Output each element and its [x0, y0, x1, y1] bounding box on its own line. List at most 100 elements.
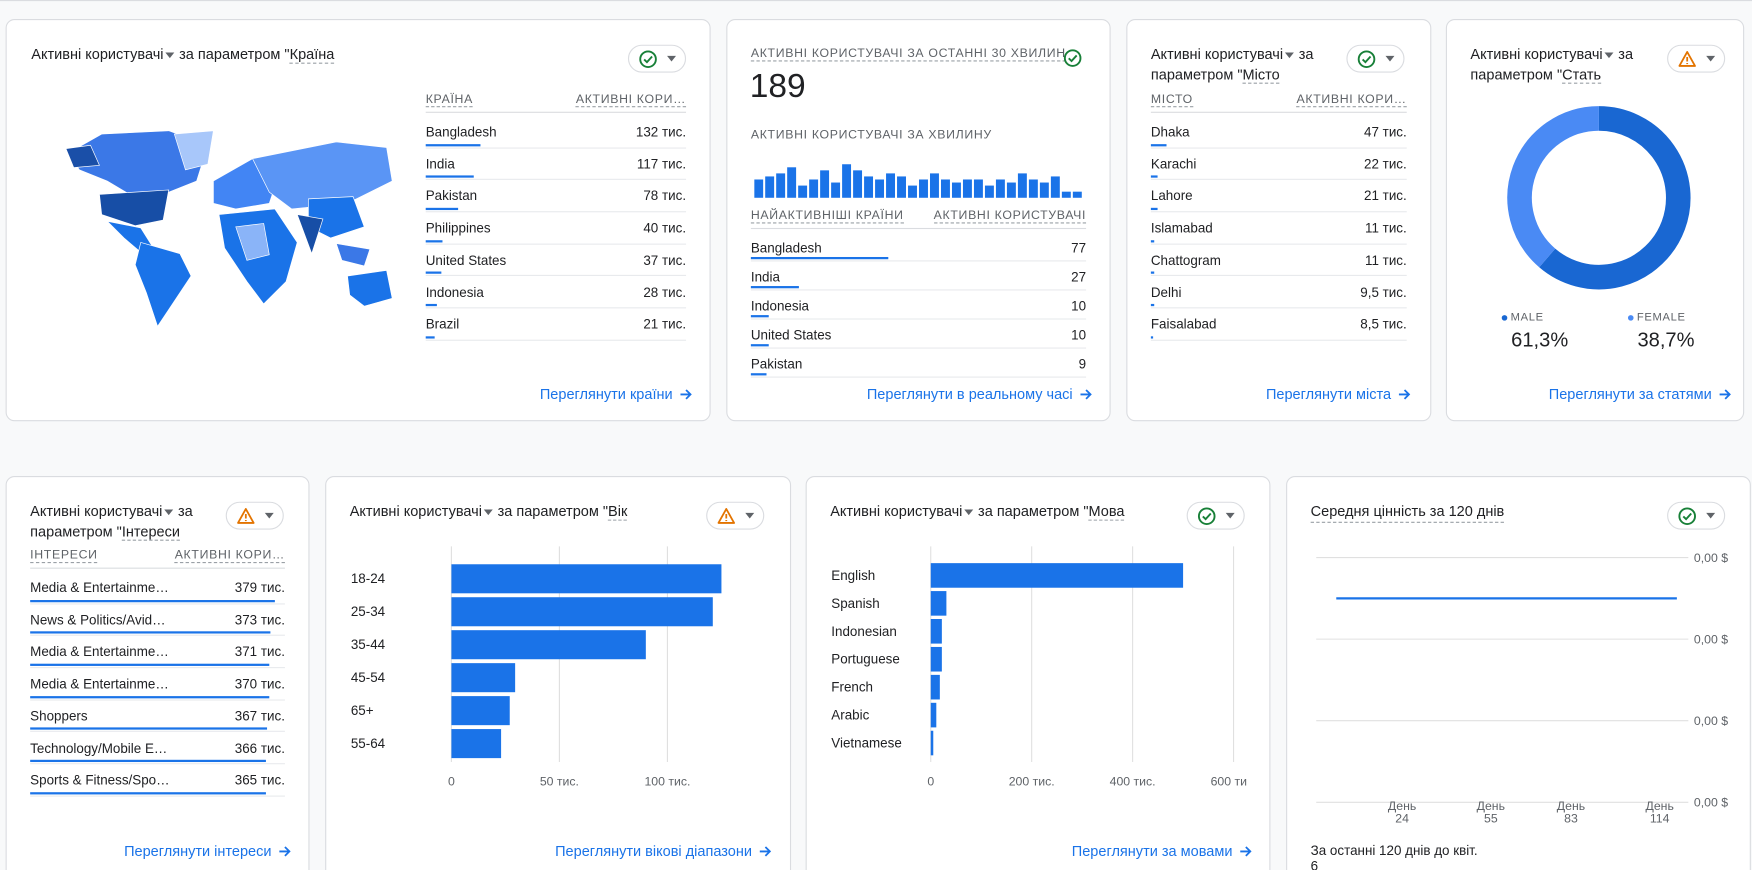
minute-bar: [765, 176, 775, 198]
icon-check: [1682, 512, 1692, 520]
card-link[interactable]: Переглянути за статями: [1549, 385, 1732, 402]
minute-bar: [831, 182, 841, 198]
y-tick-label: 0,00 $: [1694, 796, 1728, 810]
card-age: Активні користувачі за параметром "Вік 0 50…: [325, 475, 792, 870]
donut-segment: [1507, 106, 1600, 268]
row-name: Chattogram: [1150, 252, 1221, 268]
status-button[interactable]: [1667, 501, 1726, 530]
title-rest: за параметром ": [1150, 45, 1314, 83]
row-name: Islamabad: [1150, 220, 1213, 236]
minute-bar: [1072, 191, 1082, 198]
row-value: 9: [1078, 356, 1087, 373]
minute-bar: [1017, 173, 1027, 198]
column-header: АКТИВНІ КОРИ…: [174, 548, 285, 563]
card-language: Активні користувачі за параметром "Мова 0 2…: [805, 475, 1271, 870]
card-link[interactable]: Переглянути за мовами: [1072, 842, 1253, 859]
table-row: News & Politics/Avid… 373 тис.: [30, 604, 285, 637]
row-value: 373 тис.: [234, 611, 285, 628]
category-label: French: [831, 680, 873, 695]
link-arrow: [279, 845, 291, 856]
status-button[interactable]: [706, 501, 765, 530]
status-ok-icon: [639, 49, 657, 68]
card-link[interactable]: Переглянути в реальному часі: [867, 385, 1093, 402]
row-bar: [1150, 336, 1154, 339]
legend-name: MALE: [1510, 311, 1544, 325]
icon-check: [643, 55, 653, 63]
x-tick-label: 100 тис.: [644, 774, 690, 788]
table-row: Delhi 9,5 тис.: [1150, 277, 1407, 309]
row-value: 37 тис.: [643, 252, 687, 268]
icon-triangle: [237, 507, 255, 524]
status-ok-icon: [1357, 49, 1376, 68]
minute-bar: [776, 173, 786, 198]
x-tick-label: 600 тис.: [1211, 774, 1247, 788]
arrow-path: [1398, 388, 1411, 399]
card-link[interactable]: Переглянути країни: [540, 385, 693, 402]
table-header: КРАЇНА АКТИВНІ КОРИ…: [425, 87, 687, 113]
category-label: Spanish: [831, 596, 879, 611]
column-header: КРАЇНА: [425, 92, 473, 107]
row-bar: [425, 336, 435, 339]
legend-dot: [1501, 315, 1508, 321]
row-value: 21 тис.: [643, 316, 687, 333]
minute-bar: [995, 179, 1005, 198]
row-value: 78 тис.: [643, 188, 687, 204]
minute-bar: [897, 176, 906, 198]
row-name: Media & Entertainme…: [30, 579, 169, 596]
title-dimension: Стать: [1562, 65, 1602, 84]
status-ok-icon: [1063, 49, 1082, 67]
row-value: 11 тис.: [1365, 220, 1407, 236]
minute-bar: [1039, 182, 1049, 198]
row-value: 28 тис.: [643, 284, 687, 301]
link-text: Переглянути в реальному часі: [866, 385, 1073, 403]
icon-circle: [1678, 506, 1696, 525]
title-dimension: Вік: [608, 502, 628, 521]
row-value: 47 тис.: [1364, 124, 1407, 140]
table-row: Indonesia 10: [750, 291, 1087, 320]
bar: [451, 696, 510, 726]
table-row: Philippines 40 тис.: [425, 212, 687, 245]
icon-check: [1068, 54, 1078, 63]
bar: [930, 730, 934, 756]
y-tick-label: 0,00 $: [1694, 714, 1728, 728]
legend-value: 38,7%: [1637, 328, 1695, 351]
row-value: 10: [1071, 327, 1087, 344]
x-tick-label: 0: [927, 774, 934, 788]
title-metric: Активні користувачі: [1470, 45, 1603, 63]
column-header: АКТИВНІ КОРИСТУВАЧІ: [933, 208, 1087, 223]
row-value: 21 тис.: [1364, 188, 1407, 204]
status-button[interactable]: [225, 501, 284, 530]
x-tick-label: 0: [448, 774, 455, 788]
row-name: Bangladesh: [750, 240, 822, 256]
donut-chart: [1507, 106, 1691, 290]
card-link[interactable]: Переглянути вікові діапазони: [555, 842, 772, 859]
arrow-path: [279, 845, 291, 856]
arrow-path: [680, 388, 692, 399]
arrow-path: [759, 845, 772, 856]
metric-caret: [964, 509, 974, 516]
minute-bar: [886, 173, 895, 198]
icon-triangle: [717, 507, 735, 524]
status-button[interactable]: [627, 44, 687, 73]
status-button[interactable]: [1186, 501, 1245, 530]
category-label: 45-54: [351, 670, 386, 685]
table-header: ІНТЕРЕСИ АКТИВНІ КОРИ…: [30, 543, 285, 569]
status-button[interactable]: [1346, 44, 1405, 73]
title-dimension: Країна: [289, 45, 335, 64]
dropdown-caret: [1706, 512, 1716, 519]
row-bar: [1150, 207, 1158, 211]
row-bar: [30, 760, 267, 763]
row-bar: [425, 239, 443, 243]
metric-caret: [165, 52, 175, 59]
status-button[interactable]: [1667, 44, 1726, 73]
card-realtime: АКТИВНІ КОРИСТУВАЧІ ЗА ОСТАННІ 30 ХВИЛИН…: [726, 18, 1111, 422]
card-link[interactable]: Переглянути міста: [1266, 385, 1411, 402]
row-bar: [30, 631, 271, 634]
row-value: 22 тис.: [1364, 156, 1407, 172]
row-name: Pakistan: [750, 356, 803, 373]
title-dimension: Місто: [1242, 65, 1280, 84]
card-link[interactable]: Переглянути інтереси: [124, 842, 292, 859]
row-value: 11 тис.: [1365, 252, 1407, 268]
x-tick-label: 50 тис.: [540, 774, 579, 788]
icon-circle: [1357, 49, 1376, 68]
